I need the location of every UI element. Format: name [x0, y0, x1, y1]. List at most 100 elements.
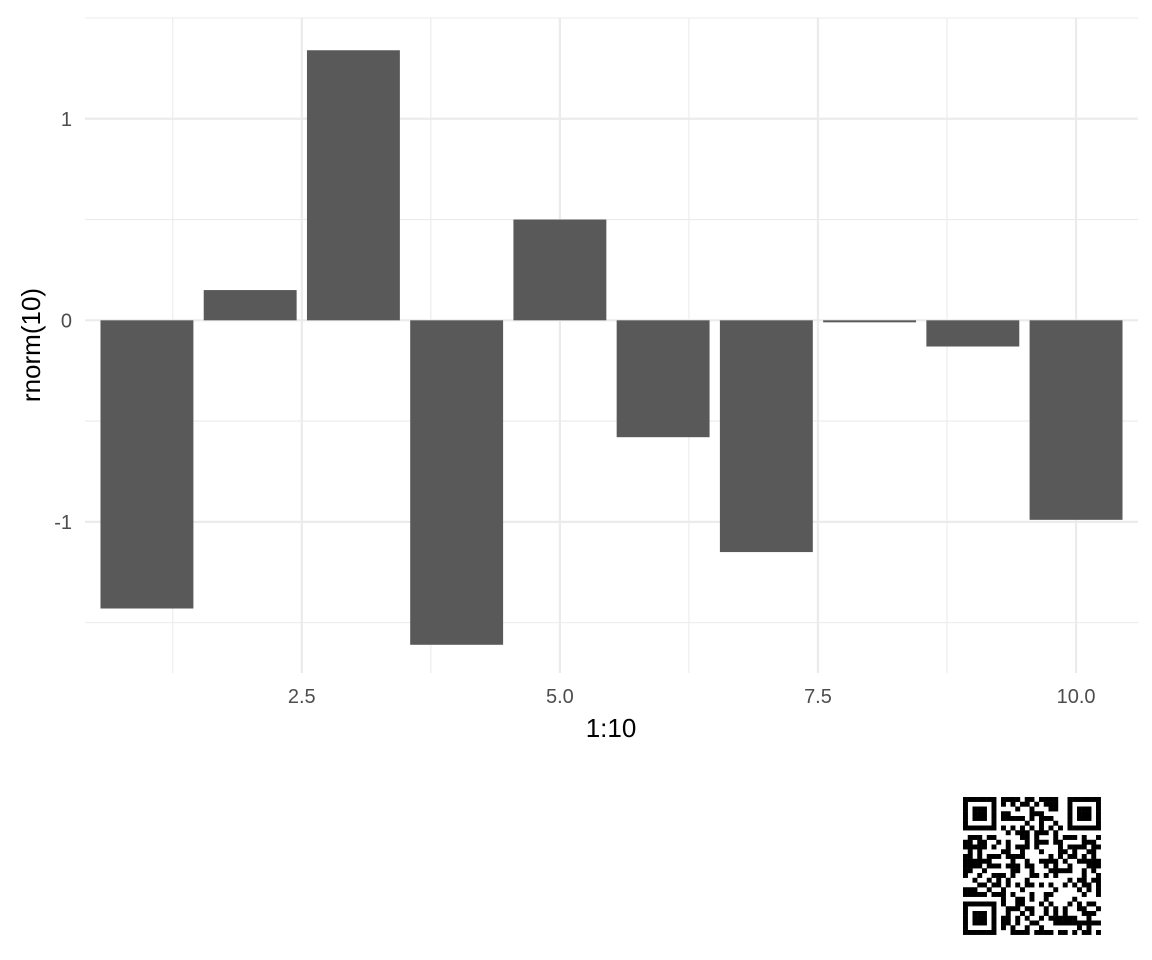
qr-module: [1024, 844, 1030, 850]
qr-module: [967, 930, 973, 935]
qr-module: [1029, 811, 1035, 817]
qr-module: [967, 797, 973, 802]
qr-module: [991, 820, 997, 826]
qr-module: [1048, 816, 1054, 821]
y-tick-label: 0: [61, 310, 72, 332]
qr-module: [1081, 811, 1087, 817]
qr-module: [1053, 915, 1059, 921]
qr-module: [977, 806, 983, 812]
qr-module: [1067, 868, 1073, 874]
qr-module: [1024, 797, 1030, 802]
qr-module: [972, 844, 978, 850]
qr-module: [1096, 811, 1101, 817]
qr-module: [996, 882, 1002, 888]
qr-module: [1053, 868, 1059, 874]
qr-module: [1043, 896, 1049, 902]
bar-4: [410, 320, 504, 645]
qr-module: [972, 825, 978, 831]
qr-module: [991, 801, 997, 807]
qr-module: [1081, 854, 1087, 859]
qr-module: [1034, 920, 1040, 926]
qr-module: [1058, 854, 1063, 859]
qr-module: [1077, 925, 1082, 931]
qr-module: [1010, 906, 1016, 912]
qr-module: [963, 801, 968, 807]
qr-module: [986, 877, 992, 883]
qr-module: [1053, 820, 1059, 826]
qr-module: [1072, 835, 1078, 840]
qr-module: [967, 849, 973, 855]
y-tick-labels: -1 0 1: [54, 109, 72, 534]
qr-module: [1077, 825, 1082, 831]
qr-module: [963, 820, 968, 826]
qr-module: [1086, 911, 1092, 916]
qr-module: [996, 863, 1002, 869]
qr-module: [1067, 811, 1073, 817]
qr-module: [1086, 797, 1092, 802]
qr-module: [1058, 915, 1063, 921]
qr-module: [991, 835, 997, 840]
qr-module: [1010, 930, 1016, 935]
qr-module: [1077, 858, 1082, 864]
qr-module: [1034, 930, 1040, 935]
qr-module: [963, 863, 968, 869]
qr-module: [982, 825, 987, 831]
qr-module: [1067, 854, 1073, 859]
qr-module: [1020, 901, 1025, 907]
qr-module: [1062, 915, 1068, 921]
qr-module: [1053, 830, 1059, 836]
qr-module: [1096, 825, 1101, 831]
qr-module: [967, 854, 973, 859]
qr-module: [1034, 801, 1040, 807]
qr-module: [1058, 825, 1063, 831]
bar-8: [823, 320, 917, 323]
qr-module: [991, 863, 997, 869]
qr-module: [1020, 830, 1025, 836]
qr-module: [1010, 858, 1016, 864]
qr-module: [963, 797, 968, 802]
qr-module: [967, 892, 973, 897]
qr-module: [972, 835, 978, 840]
qr-module: [1053, 797, 1059, 802]
qr-module: [1015, 854, 1021, 859]
qr-module: [982, 892, 987, 897]
qr-module: [1043, 816, 1049, 821]
qr-module: [986, 858, 992, 864]
qr-module: [963, 930, 968, 935]
qr-module: [1005, 906, 1011, 912]
qr-module: [1067, 920, 1073, 926]
qr-module: [991, 844, 997, 850]
qr-module: [1001, 920, 1006, 926]
qr-module: [982, 868, 987, 874]
qr-module: [1072, 844, 1078, 850]
qr-module: [1001, 801, 1006, 807]
qr-module: [963, 854, 968, 859]
qr-module: [1024, 930, 1030, 935]
qr-module: [963, 925, 968, 931]
qr-module: [991, 930, 997, 935]
qr-module: [1039, 839, 1044, 845]
qr-module: [1081, 797, 1087, 802]
qr-module: [982, 882, 987, 888]
qr-module: [1053, 801, 1059, 807]
qr-module: [1062, 849, 1068, 855]
qr-module: [1067, 825, 1073, 831]
qr-module: [1034, 844, 1040, 850]
qr-module: [972, 797, 978, 802]
qr-module: [1096, 816, 1101, 821]
qr-module: [1029, 892, 1035, 897]
qr-module: [1062, 930, 1068, 935]
qr-module: [963, 892, 968, 897]
qr-module: [1039, 915, 1044, 921]
qr-module: [982, 844, 987, 850]
x-axis-title: 1:10: [586, 713, 637, 743]
qr-module: [1096, 877, 1101, 883]
qr-module: [972, 858, 978, 864]
qr-module: [967, 839, 973, 845]
qr-module: [982, 920, 987, 926]
qr-module: [1024, 839, 1030, 845]
qr-module: [982, 915, 987, 921]
qr-module: [1091, 844, 1097, 850]
qr-module: [1020, 911, 1025, 916]
